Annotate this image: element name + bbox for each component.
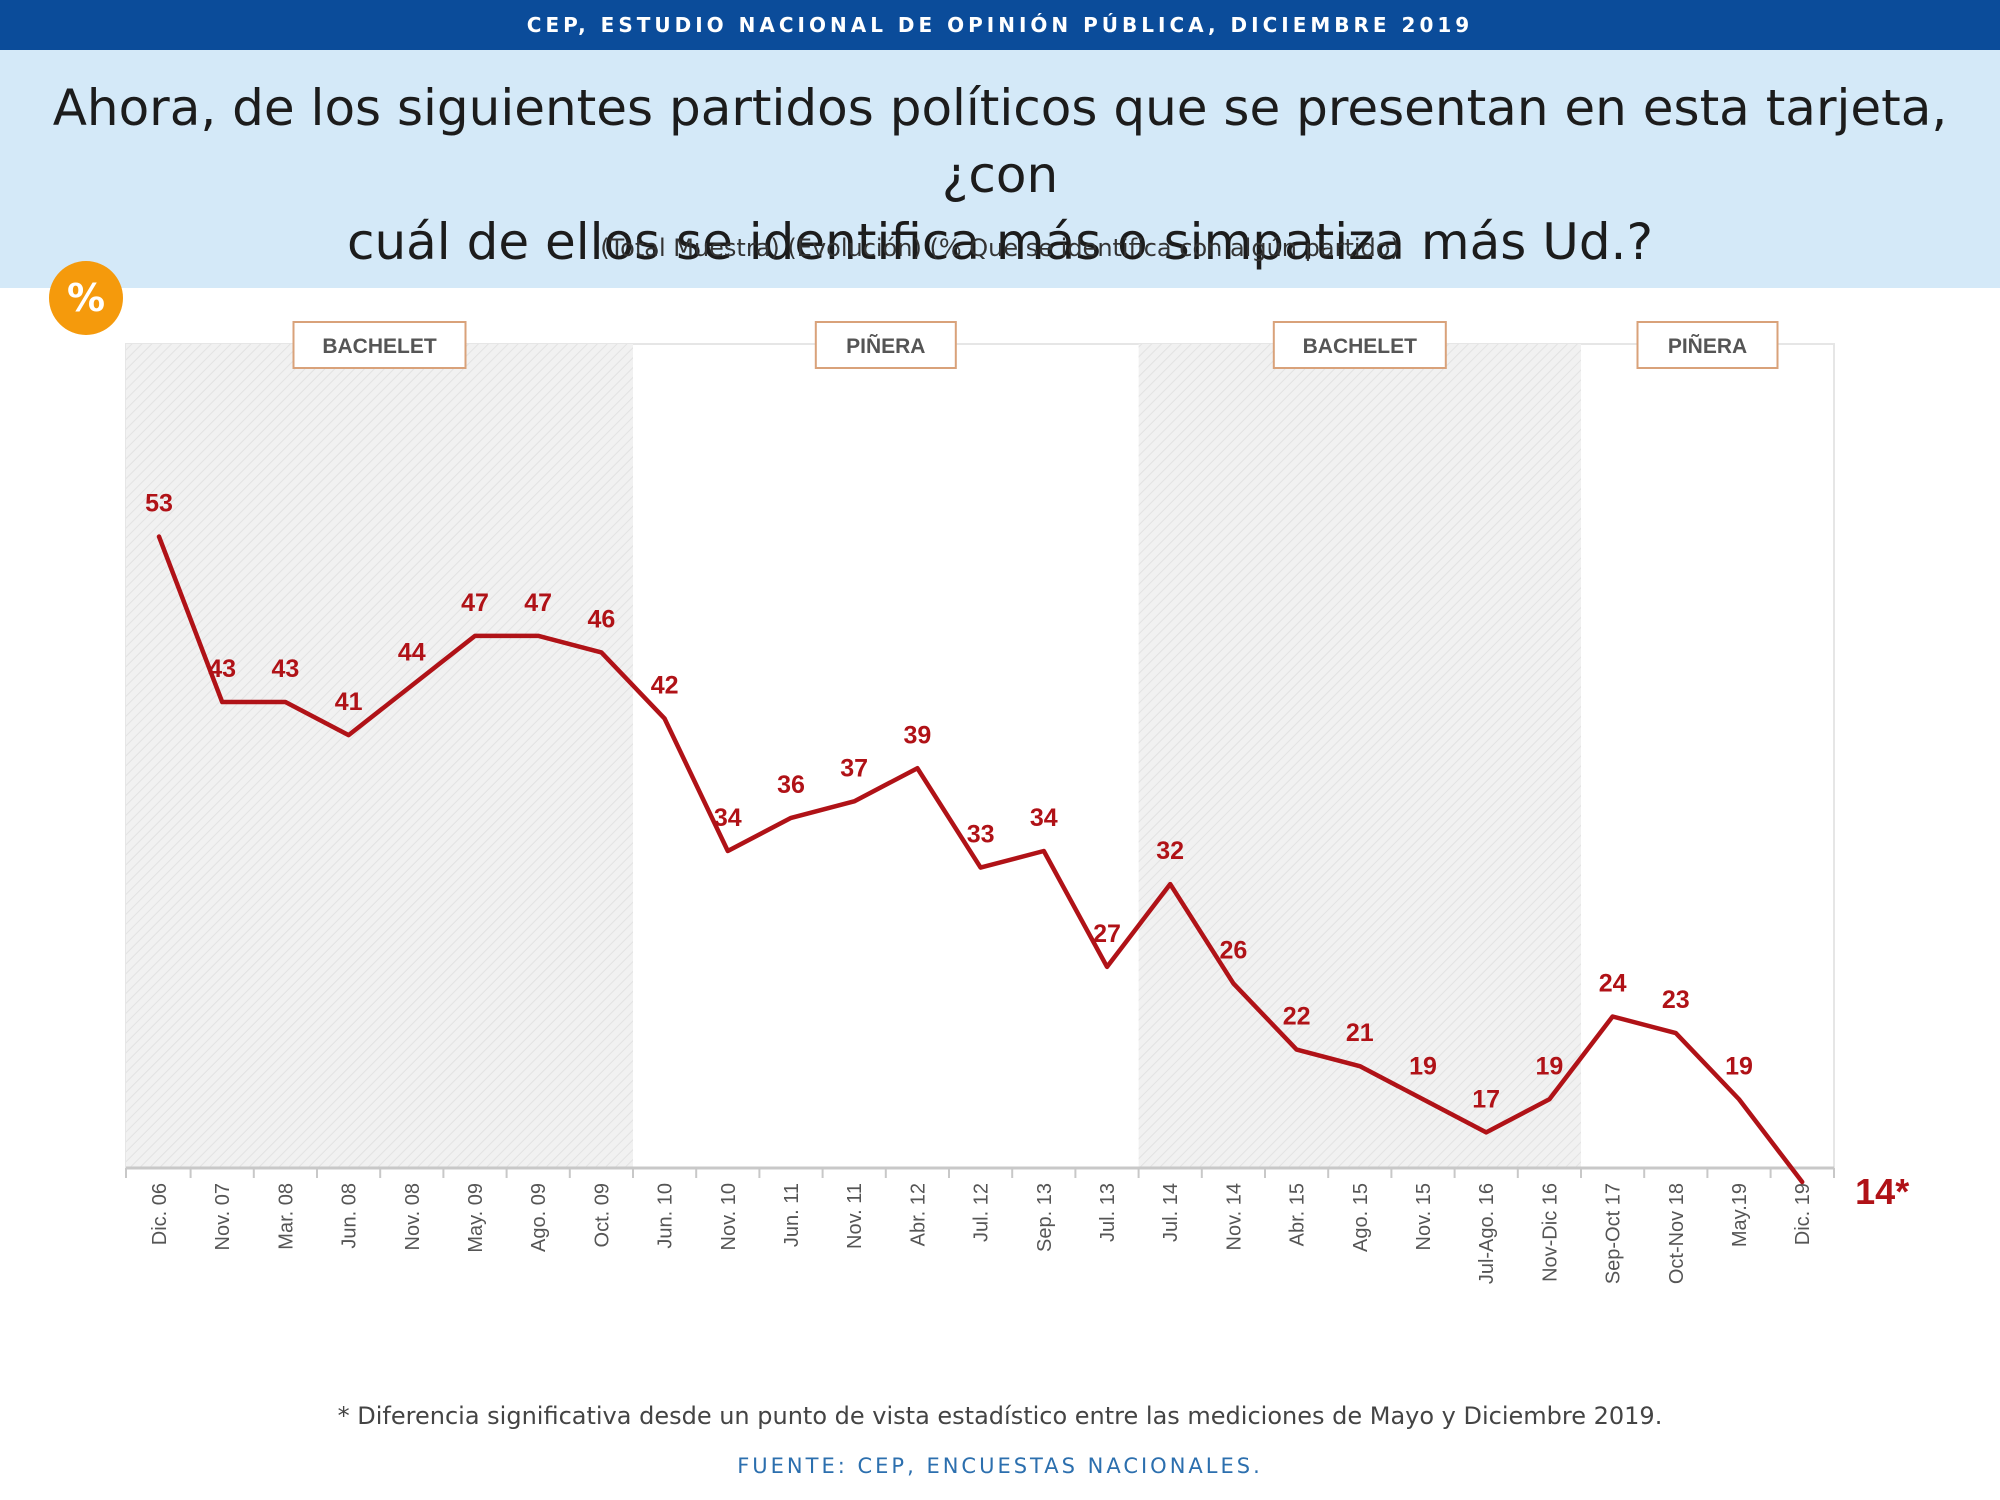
data-label: 33 [967, 821, 995, 849]
period-label-box: BACHELET [292, 321, 467, 369]
x-tick-label: Oct. 09 [591, 1183, 613, 1247]
footnote: * Diferencia significativa desde un punt… [337, 1402, 1663, 1430]
data-label: 34 [1030, 804, 1058, 832]
x-tick-label: Abr. 12 [907, 1183, 929, 1246]
x-tick-label: Oct-Nov 18 [1666, 1183, 1688, 1284]
x-tick-label: Sep-Oct 17 [1603, 1183, 1625, 1284]
data-label: 43 [271, 655, 299, 683]
data-label: 53 [145, 490, 173, 518]
percent-symbol: % [66, 276, 106, 320]
x-tick-label: Nov. 07 [212, 1183, 234, 1250]
data-label: 39 [903, 721, 931, 749]
survey-banner: CEP, ESTUDIO NACIONAL DE OPINIÓN PÚBLICA… [0, 0, 2000, 50]
data-label: 19 [1725, 1052, 1753, 1080]
x-tick-label: Jul. 13 [1097, 1183, 1119, 1242]
period-label-box: BACHELET [1272, 321, 1447, 369]
question-line-2: cuál de ellos se identifica más o simpat… [346, 213, 1653, 271]
period-label-text: BACHELET [322, 335, 437, 358]
period-label-text: BACHELET [1303, 335, 1418, 358]
data-label: 19 [1409, 1052, 1437, 1080]
x-tick-label: Jun. 10 [655, 1183, 677, 1249]
percent-badge-icon: % [49, 261, 123, 335]
x-tick-label: Jun. 08 [339, 1183, 361, 1249]
period-label-box: PIÑERA [814, 321, 957, 369]
period-label-text: PIÑERA [846, 335, 925, 358]
x-tick-label: Jul-Ago. 16 [1476, 1183, 1498, 1284]
data-label: 34 [714, 804, 742, 832]
data-label: 47 [461, 589, 489, 617]
x-tick-label: Ago. 15 [1350, 1183, 1372, 1252]
x-tick-label: Abr. 15 [1287, 1183, 1309, 1246]
source-note: FUENTE: CEP, ENCUESTAS NACIONALES. [737, 1454, 1263, 1478]
x-tick-label: Dic. 19 [1792, 1183, 1814, 1245]
data-label: 41 [335, 688, 363, 716]
x-tick-label: May.19 [1729, 1183, 1751, 1247]
data-label: 17 [1472, 1085, 1500, 1113]
data-label: 19 [1535, 1052, 1563, 1080]
data-label: 24 [1599, 970, 1627, 998]
x-tick-label: Dic. 06 [149, 1183, 171, 1245]
data-label: 47 [524, 589, 552, 617]
period-label-box: PIÑERA [1636, 321, 1779, 369]
data-label: 14* [1855, 1171, 1909, 1212]
data-label: 36 [777, 771, 805, 799]
x-tick-label: Mar. 08 [275, 1183, 297, 1250]
question-title: Ahora, de los siguientes partidos políti… [40, 75, 1960, 276]
period-label-border [1636, 321, 1779, 369]
x-tick-label: May. 09 [465, 1183, 487, 1253]
x-tick-label: Jul. 14 [1160, 1183, 1182, 1242]
period-band-shaded [126, 344, 633, 1168]
data-label: 23 [1662, 986, 1690, 1014]
period-label-border [1272, 321, 1447, 369]
x-tick-label: Sep. 13 [1034, 1183, 1056, 1252]
x-tick-label: Ago. 09 [528, 1183, 550, 1252]
x-tick-label: Jul. 12 [971, 1183, 993, 1242]
data-label: 22 [1283, 1003, 1311, 1031]
data-label: 27 [1093, 920, 1121, 948]
data-label: 42 [651, 672, 679, 700]
data-label: 46 [587, 605, 615, 633]
data-label: 37 [840, 754, 868, 782]
data-label: 32 [1156, 837, 1184, 865]
question-line-1: Ahora, de los siguientes partidos políti… [52, 79, 1948, 204]
period-band-shaded [1138, 344, 1581, 1168]
x-tick-label: Nov. 15 [1413, 1183, 1435, 1250]
period-label-border [292, 321, 467, 369]
series-line [156, 534, 1805, 1185]
period-label-text: PIÑERA [1668, 335, 1747, 358]
period-label-border [814, 321, 957, 369]
question-panel: Ahora, de los siguientes partidos políti… [0, 50, 2000, 288]
x-tick-label: Nov. 11 [844, 1183, 866, 1249]
data-label: 44 [398, 639, 426, 667]
data-label: 43 [208, 655, 236, 683]
x-tick-label: Nov. 10 [718, 1183, 740, 1250]
question-subtitle: (Total Muestra) (Evolución) (% Que se id… [600, 234, 1400, 262]
data-label: 26 [1219, 936, 1247, 964]
survey-banner-text: CEP, ESTUDIO NACIONAL DE OPINIÓN PÚBLICA… [526, 13, 1474, 37]
x-tick-label: Jun. 11 [781, 1183, 803, 1247]
x-tick-label: Nov. 08 [402, 1183, 424, 1250]
data-label: 21 [1346, 1019, 1374, 1047]
x-tick-label: Nov-Dic 16 [1539, 1183, 1561, 1282]
x-tick-label: Nov. 14 [1223, 1183, 1245, 1250]
